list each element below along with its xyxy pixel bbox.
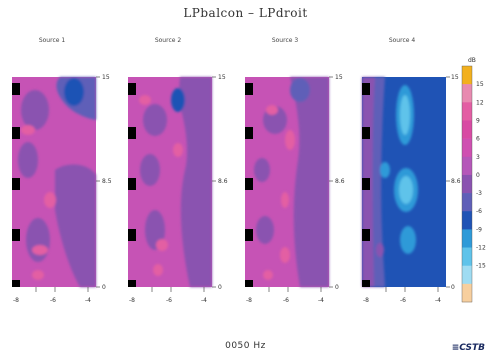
heatmap-panel-source-4: 15 8.6 0 -8 -6 -4 [362,74,461,304]
colorbar-swatch [462,102,472,121]
colorbar-swatch [462,229,472,248]
panel-4-ytick-top: 15 [451,74,459,81]
panel-3-ytick-bottom: 0 [335,284,339,291]
colorbar-swatch [462,138,472,158]
panel-1-xtick-0: -8 [13,297,19,304]
heatmap-panel-source-2: 15 8.6 0 -8 -6 -4 [128,74,228,304]
panel-title-source-1: Source 1 [38,37,66,44]
panel-2-ytick-mid: 8.6 [218,178,228,185]
panel-title-source-4: Source 4 [388,37,416,44]
panel-4-xtick-1: -6 [400,297,406,304]
panel-4-xtick-0: -8 [363,297,369,304]
panel-1-ytick-top: 15 [102,74,110,81]
colorbar-tick-label: 0 [476,172,480,179]
panel-4-xtick-2: -4 [435,297,441,304]
frequency-label: 0050 Hz [225,341,266,351]
panel-3-xtick-0: -8 [246,297,252,304]
heatmap-panel-source-3: 15 8.6 0 -8 -6 -4 [245,74,345,304]
panel-2-xtick-1: -6 [166,297,172,304]
panel-2-ytick-top: 15 [218,74,226,81]
colorbar-tick-label: -3 [476,190,482,197]
panel-3-ytick-mid: 8.6 [335,178,345,185]
colorbar-tick-label: 9 [476,117,480,124]
heatmap-panel-source-1: 15 8.5 0 -8 -6 -4 [12,74,112,304]
panel-2-xtick-0: -8 [129,297,135,304]
colorbar-swatch [462,193,472,212]
colorbar-tick-label: 3 [476,154,480,161]
panel-2-ytick-bottom: 0 [218,284,222,291]
colorbar-outline [461,65,473,303]
colorbar-swatch [462,283,472,303]
colorbar-tick-label: -9 [476,226,482,233]
panel-3-xtick-1: -6 [283,297,289,304]
panel-title-source-2: Source 2 [154,37,182,44]
colorbar-tick-label: 12 [476,99,484,106]
cstb-logo: ≡CSTB [451,343,485,353]
panel-1-xtick-1: -6 [50,297,56,304]
chart-title: LPbalcon – LPdroit [183,6,308,20]
panel-4-ytick-bottom: 0 [451,284,455,291]
panel-3-ytick-top: 15 [335,74,343,81]
panel-4-ytick-mid: 8.6 [451,178,461,185]
colorbar-swatch [462,120,472,139]
colorbar-tick-label: 6 [476,136,480,143]
colorbar-swatch [462,211,472,230]
colorbar-tick-label: -6 [476,208,482,215]
colorbar-swatch [462,265,472,285]
colorbar-swatch [462,156,472,176]
panel-3-xtick-2: -4 [318,297,324,304]
colorbar-unit: dB [468,57,476,64]
panel-2-xtick-2: -4 [201,297,207,304]
panel-title-source-3: Source 3 [271,37,299,44]
panel-1-ytick-bottom: 0 [102,284,106,291]
panel-1-ytick-mid: 8.5 [102,178,112,185]
colorbar-tick-label: 15 [476,81,484,88]
colorbar: dB 15 12 9 6 3 0 -3 -6 -9 -12 -15 [461,57,486,303]
colorbar-swatch [462,84,472,103]
panel-1-xtick-2: -4 [85,297,91,304]
colorbar-tick-label: -15 [476,263,486,270]
colorbar-tick-label: -12 [476,245,486,252]
colorbar-swatch [462,174,472,194]
colorbar-swatch [462,66,472,85]
colorbar-swatch [462,247,472,266]
